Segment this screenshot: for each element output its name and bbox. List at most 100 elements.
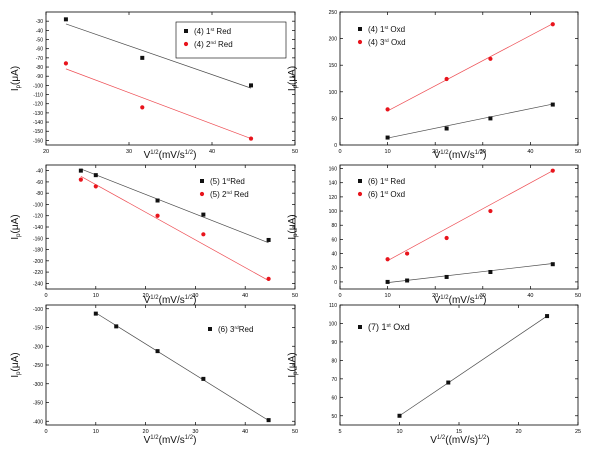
legend-marker-square	[200, 179, 204, 183]
data-point-circle	[444, 76, 449, 82]
x-axis-label-v: V	[430, 435, 437, 446]
x-tick-label: 10	[396, 429, 402, 435]
x-tick-label: 40	[209, 149, 215, 155]
y-axis-label-unit: (μA)	[287, 352, 298, 371]
x-axis-label-unit: (mV/s	[449, 295, 475, 306]
fit-line-series-2	[65, 68, 252, 139]
y-tick-label: -110	[33, 93, 43, 99]
y-tick-label: 50	[331, 116, 337, 122]
x-axis-label-sup2: 1/2	[185, 295, 194, 301]
data-point-circle	[385, 257, 390, 262]
y-axis-label-sub: p	[293, 84, 299, 88]
data-point-square	[114, 324, 119, 329]
data-point-square	[444, 274, 449, 279]
x-tick-label: 10	[385, 293, 391, 299]
y-tick-label: -160	[33, 138, 43, 144]
legend-marker-square	[358, 27, 362, 31]
y-tick-label: -400	[33, 419, 43, 425]
y-axis-label-i: I	[10, 88, 21, 91]
x-tick-label: 10	[385, 149, 391, 155]
data-point-square	[201, 212, 206, 217]
legend-label-rest: Red	[239, 325, 254, 334]
x-axis-label-unit: (mV/s	[159, 150, 185, 161]
legend-label-main: (6) 1	[368, 177, 385, 186]
legend-marker-circle	[183, 41, 189, 47]
x-axis-label: V1/2(mV/s1/2)	[434, 295, 487, 306]
legend-marker-square	[358, 179, 362, 183]
y-tick-label: 110	[329, 303, 337, 309]
x-axis-label-unit: (mV/s	[159, 435, 185, 446]
data-point-square	[93, 311, 98, 316]
fit-line-series-1	[65, 23, 252, 89]
data-point-square	[140, 55, 145, 60]
legend-label-main: (5) 1	[210, 177, 227, 186]
fit-line-series-1	[399, 315, 548, 417]
x-axis-label: V1/2(mV/s1/2)	[434, 150, 487, 161]
y-axis-label-i: I	[287, 88, 298, 91]
legend-label-sup: nd	[210, 40, 216, 46]
x-tick-label: 50	[292, 293, 298, 299]
data-point-square	[201, 376, 206, 381]
x-axis-label-sup: 1/2	[440, 295, 449, 301]
legend-label-rest: Oxd	[391, 322, 410, 332]
y-tick-label: -350	[33, 401, 43, 407]
x-tick-label: 10	[93, 429, 99, 435]
chart-panel-5: 0 10 20 30 40 50 -100 -150 -200 -250 -300 -350 -400 (…	[10, 304, 298, 446]
data-point-square	[266, 237, 271, 242]
y-axis-label: Ip(μA)	[287, 352, 299, 377]
y-tick-label: -220	[33, 270, 43, 276]
data-point-square	[78, 168, 83, 173]
x-axis-label-sup: 1/2	[150, 150, 159, 156]
fit-line-series-2	[80, 175, 269, 281]
x-tick-label: 30	[192, 429, 198, 435]
y-tick-label: 140	[329, 181, 338, 187]
data-point-circle	[78, 177, 83, 182]
legend-label: (6) 3rdRed	[218, 325, 253, 334]
plot-frame	[339, 11, 579, 146]
legend-marker-square	[184, 29, 188, 33]
x-axis-label-v: V	[434, 150, 441, 161]
x-tick-label: 15	[456, 429, 462, 435]
x-axis-label-close: )	[193, 150, 196, 161]
data-point-circle	[140, 105, 145, 110]
y-tick-label: -30	[36, 19, 43, 25]
x-axis-label-sup2: 1/2	[475, 150, 484, 156]
legend-label: (4) 2nd Red	[194, 40, 233, 49]
y-axis-label: Ip(μA)	[10, 66, 22, 91]
y-tick-label: 20	[331, 266, 337, 272]
legend-label-rest: Red	[230, 177, 245, 186]
x-tick-label: 5	[338, 429, 341, 435]
x-axis-label-close: )	[486, 435, 489, 446]
x-tick-label: 30	[192, 293, 198, 299]
y-axis-label-unit: (μA)	[10, 214, 21, 233]
x-tick-label: 50	[292, 429, 298, 435]
legend-label-main: (4) 1	[194, 27, 211, 36]
data-point-square	[397, 413, 402, 418]
x-tick-label: 40	[527, 149, 533, 155]
legend-label-rest: Red	[214, 27, 231, 36]
plot-frame	[45, 164, 296, 290]
y-tick-label: -160	[33, 236, 43, 242]
data-point-circle	[405, 251, 410, 256]
x-tick-label: 40	[242, 429, 248, 435]
data-point-circle	[488, 56, 493, 61]
legend-label-sup: rd	[234, 325, 239, 331]
y-axis-label-i: I	[10, 237, 21, 240]
x-tick-label: 30	[126, 149, 132, 155]
data-point-square	[550, 102, 555, 107]
legend-label-main: (6) 3	[218, 325, 235, 334]
data-point-square	[385, 135, 390, 140]
x-tick-label: 50	[575, 293, 581, 299]
x-axis-label-sup2: 1/2	[475, 295, 484, 301]
y-tick-label: -80	[36, 191, 43, 197]
x-tick-label: 20	[432, 149, 438, 155]
legend-marker-circle	[357, 191, 363, 197]
data-point-square	[488, 116, 493, 121]
y-tick-label: -240	[33, 281, 43, 287]
y-tick-label: -250	[33, 363, 43, 369]
y-axis-label-i: I	[10, 375, 21, 378]
x-axis-label-sup: 1/2	[437, 435, 446, 441]
y-tick-label: 80	[331, 358, 337, 364]
